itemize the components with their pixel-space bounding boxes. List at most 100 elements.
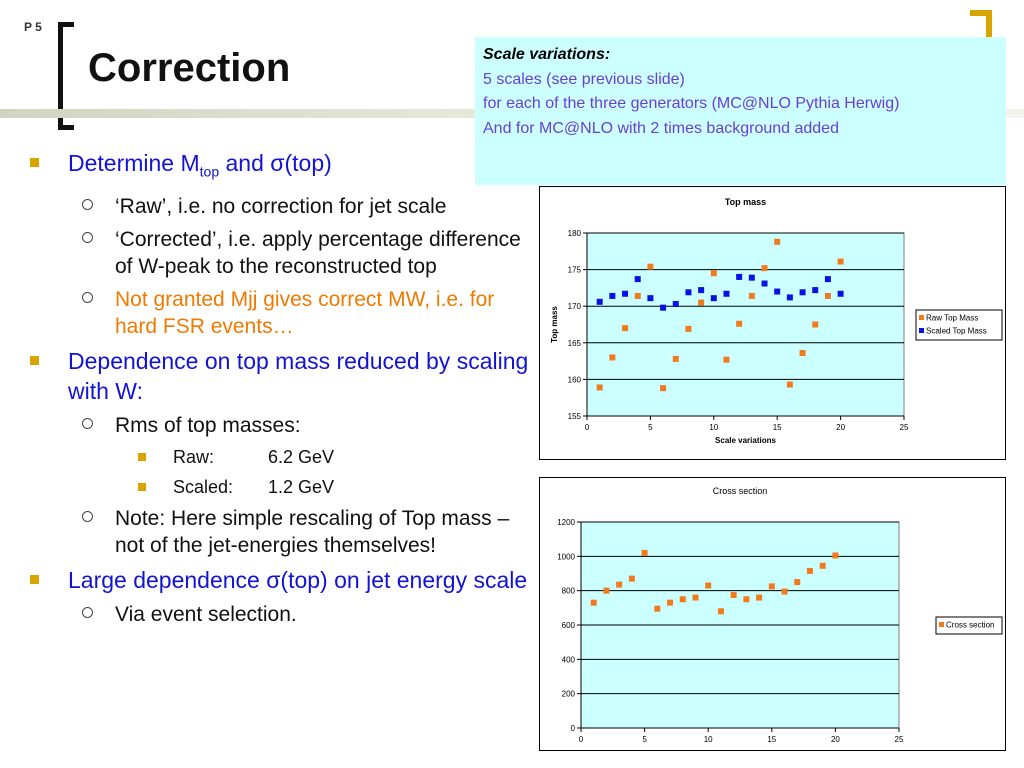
rms-raw-value: 6.2 GeV: [268, 446, 335, 467]
x-tick-label: 10: [709, 423, 718, 432]
legend-swatch: [939, 622, 944, 627]
data-point: [837, 290, 844, 297]
title-bracket-left: [58, 22, 74, 130]
data-point: [743, 596, 750, 603]
legend-box: [915, 309, 1003, 341]
sub-bullet-marker: [82, 231, 93, 243]
chart-title: Cross section: [713, 486, 768, 496]
bullet-determine-mtop: Determine Mtop and σ(top): [30, 148, 530, 187]
info-line: 5 scales (see previous slide): [483, 70, 685, 88]
y-tick-label: 155: [568, 412, 582, 421]
data-point: [609, 292, 616, 299]
data-point: [705, 582, 712, 589]
data-point: [761, 280, 768, 287]
data-point: [641, 549, 648, 556]
chart-title: Top mass: [725, 197, 766, 207]
bullet-text: Large dependence σ(top) on jet energy sc…: [68, 566, 528, 593]
sub-sub-bullet-marker: [138, 482, 146, 491]
data-point: [647, 295, 654, 302]
data-point: [710, 270, 717, 277]
legend-label: Cross section: [946, 621, 994, 630]
data-point: [768, 583, 775, 590]
x-tick-label: 0: [585, 423, 590, 432]
rms-scaled-row: Scaled: 1.2 GeV: [30, 475, 530, 499]
legend: Cross section: [935, 616, 1003, 635]
y-tick-label: 400: [562, 655, 576, 664]
data-point: [748, 292, 755, 299]
rms-raw-label: Raw:: [173, 446, 215, 467]
sub-bullet-raw: ‘Raw’, i.e. no correction for jet scale: [30, 193, 530, 220]
x-tick-label: 20: [836, 423, 845, 432]
x-tick-label: 15: [767, 735, 776, 744]
data-point: [723, 356, 730, 363]
x-tick-label: 10: [704, 735, 713, 744]
slide-title: Correction: [88, 46, 291, 90]
cross-section-chart: Cross section 0 200 400 600 800 1000 1200 0 5 10 15…: [539, 477, 1006, 751]
data-point: [596, 384, 603, 391]
data-point: [832, 552, 839, 559]
data-point: [756, 594, 763, 601]
data-point: [660, 304, 667, 311]
data-point: [672, 301, 679, 308]
y-tick-label: 1200: [557, 518, 575, 527]
x-tick-label: 20: [831, 735, 840, 744]
data-point: [794, 579, 801, 586]
x-tick-label: 0: [579, 735, 584, 744]
y-tick-label: 180: [568, 229, 582, 238]
rms-scaled-value: 1.2 GeV: [268, 476, 335, 497]
legend-label: Scaled Top Mass: [926, 327, 987, 336]
data-point: [824, 292, 831, 299]
y-tick-label: 170: [568, 302, 582, 311]
data-point: [786, 381, 793, 388]
plot-area: [586, 232, 905, 417]
data-point: [748, 274, 755, 281]
y-tick-label: 600: [562, 621, 576, 630]
legend-label: Raw Top Mass: [926, 314, 978, 323]
x-tick-label: 15: [773, 423, 782, 432]
data-point: [723, 290, 730, 297]
data-point: [774, 238, 781, 245]
sub-sub-bullet-marker: [138, 452, 146, 461]
sub-bullet-marker: [82, 417, 93, 429]
data-point: [667, 599, 674, 606]
y-tick-label: 0: [571, 724, 576, 733]
data-point: [622, 290, 629, 297]
bullet-subscript: top: [199, 163, 220, 180]
data-point: [730, 591, 737, 598]
data-point: [590, 599, 597, 606]
sub-bullet-marker: [82, 510, 93, 522]
data-point: [799, 289, 806, 296]
data-point: [692, 594, 699, 601]
bullet-marker: [30, 158, 39, 167]
sub-bullet-text: Via event selection.: [115, 602, 297, 626]
sub-bullet-text: ‘Raw’, i.e. no correction for jet scale: [115, 194, 447, 218]
rms-scaled-label: Scaled:: [173, 476, 234, 497]
bullet-marker: [30, 355, 39, 365]
data-point: [634, 292, 641, 299]
corner-bracket-right: [970, 10, 992, 50]
sub-bullet-marker: [82, 291, 93, 303]
data-point: [806, 567, 813, 574]
data-point: [736, 273, 743, 280]
data-point: [799, 350, 806, 357]
data-point: [685, 325, 692, 332]
y-axis-title: Top mass: [550, 306, 559, 343]
sub-bullet-rms: Rms of top masses:: [30, 412, 530, 439]
bullet-list: Determine Mtop and σ(top) ‘Raw’, i.e. no…: [30, 148, 530, 634]
data-point: [717, 608, 724, 615]
data-point: [812, 287, 819, 294]
y-tick-label: 1000: [557, 552, 575, 561]
sub-bullet-text: Not granted Mjj gives correct MW, i.e. f…: [115, 287, 495, 338]
y-tick-label: 200: [562, 690, 576, 699]
sub-bullet-text: Rms of top masses:: [115, 413, 301, 437]
legend-swatch: [919, 315, 924, 320]
data-point: [761, 265, 768, 272]
info-line: for each of the three generators (MC@NLO…: [483, 95, 900, 112]
data-point: [616, 581, 623, 588]
data-point: [603, 587, 610, 594]
info-heading: Scale variations:: [483, 46, 611, 63]
data-point: [672, 355, 679, 362]
top-mass-chart: Top mass 155 160 165 170 175 180 0 5 10 15 20 25 Scal…: [539, 186, 1006, 460]
legend-box: [935, 616, 1003, 635]
scale-variations-box: Scale variations: 5 scales (see previous…: [475, 37, 1006, 185]
